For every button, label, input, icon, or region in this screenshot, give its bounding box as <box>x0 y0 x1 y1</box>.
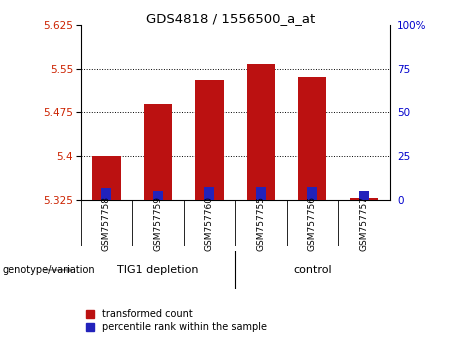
Text: GSM757760: GSM757760 <box>205 195 214 251</box>
Text: GSM757757: GSM757757 <box>359 195 368 251</box>
Bar <box>247 64 275 200</box>
Text: GSM757755: GSM757755 <box>256 195 266 251</box>
Bar <box>204 187 214 200</box>
Text: control: control <box>293 265 331 275</box>
Text: GSM757759: GSM757759 <box>154 195 162 251</box>
Bar <box>195 80 224 200</box>
Text: genotype/variation: genotype/variation <box>2 265 95 275</box>
Text: GDS4818 / 1556500_a_at: GDS4818 / 1556500_a_at <box>146 12 315 25</box>
Legend: transformed count, percentile rank within the sample: transformed count, percentile rank withi… <box>86 309 267 332</box>
Bar <box>359 191 369 200</box>
Bar <box>298 78 326 200</box>
Text: TIG1 depletion: TIG1 depletion <box>117 265 199 275</box>
Bar <box>92 156 121 200</box>
Text: GSM757758: GSM757758 <box>102 195 111 251</box>
Bar <box>101 188 112 200</box>
Text: GSM757756: GSM757756 <box>308 195 317 251</box>
Bar <box>349 198 378 200</box>
Bar <box>144 104 172 200</box>
Bar <box>307 187 317 200</box>
Bar <box>256 187 266 200</box>
Bar <box>153 191 163 200</box>
